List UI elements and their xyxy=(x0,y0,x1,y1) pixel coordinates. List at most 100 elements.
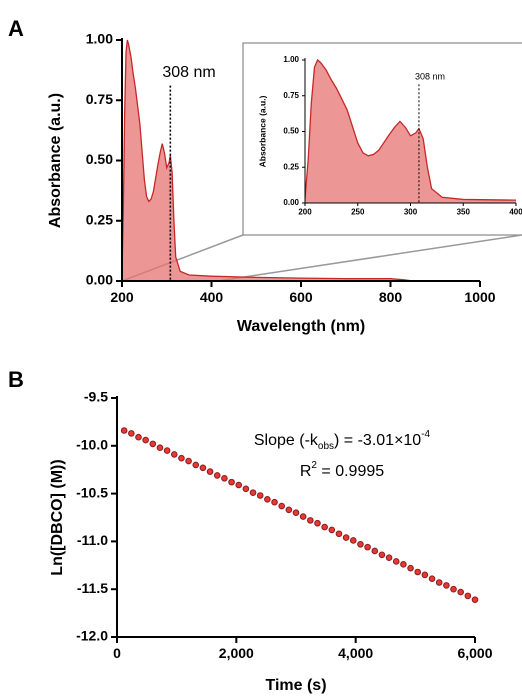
data-point xyxy=(349,537,357,544)
y-tick-label: -12.0 xyxy=(76,628,108,644)
y-tick-label: 0.00 xyxy=(86,272,113,288)
data-point xyxy=(128,430,135,437)
annotation-part: -4 xyxy=(421,429,430,440)
data-point xyxy=(185,457,192,465)
data-point xyxy=(457,588,464,596)
zoom-connector xyxy=(217,234,522,282)
y-tick-label: -9.5 xyxy=(84,389,108,405)
data-point xyxy=(192,461,200,469)
data-point xyxy=(242,485,250,493)
y-axis-title: Absorbance (a.u.) xyxy=(257,95,267,167)
y-tick-label: -11.0 xyxy=(77,532,108,548)
data-point xyxy=(335,530,343,538)
y-axis-title: Ln([DBCO] (M)) xyxy=(49,459,66,575)
data-point xyxy=(342,534,350,541)
y-tick-label: -10.5 xyxy=(76,484,108,500)
annotation: 308 nm xyxy=(162,64,215,81)
data-point xyxy=(285,506,293,514)
y-tick-label: 1.00 xyxy=(86,31,113,47)
data-point xyxy=(120,427,128,434)
y-tick-label: -10.0 xyxy=(76,437,108,453)
data-point xyxy=(135,433,142,441)
data-point xyxy=(206,468,214,475)
data-point xyxy=(435,579,443,586)
data-point xyxy=(392,558,400,565)
data-point xyxy=(464,592,472,600)
area-fill xyxy=(122,40,480,281)
data-point xyxy=(471,596,479,604)
y-tick-label: 0.50 xyxy=(86,151,113,167)
annotation-part: Slope (-k xyxy=(254,432,319,449)
data-point xyxy=(213,472,221,479)
annotation: R2 = 0.9995 xyxy=(300,460,384,481)
x-tick-label: 200 xyxy=(110,289,134,305)
annotation: 308 nm xyxy=(415,71,445,81)
data-point xyxy=(321,523,328,531)
data-point xyxy=(249,489,257,496)
x-tick-label: 300 xyxy=(404,208,418,217)
data-point xyxy=(400,561,407,568)
data-point xyxy=(163,447,171,454)
data-point xyxy=(385,554,393,561)
data-point xyxy=(264,496,271,503)
x-tick-label: 200 xyxy=(298,208,312,217)
data-point xyxy=(228,478,235,486)
data-point xyxy=(156,444,164,452)
area-line xyxy=(121,39,480,282)
data-point xyxy=(371,547,379,555)
panel-label: A xyxy=(8,16,24,41)
y-axis-title: Absorbance (a.u.) xyxy=(47,93,64,228)
data-point xyxy=(199,464,207,472)
data-point xyxy=(414,568,422,576)
data-point xyxy=(357,540,364,548)
area-fill xyxy=(305,60,516,203)
x-tick-label: 400 xyxy=(200,289,224,305)
data-point xyxy=(421,571,429,579)
x-tick-label: 0 xyxy=(113,645,121,661)
data-point xyxy=(170,451,178,458)
data-point xyxy=(256,492,264,499)
data-point xyxy=(443,582,450,589)
x-tick-label: 1000 xyxy=(464,289,495,305)
data-point xyxy=(299,513,307,520)
annotation-part: obs xyxy=(318,441,334,452)
annotation-part: ) = -3.01×10 xyxy=(334,432,421,449)
x-tick-label: 2,000 xyxy=(219,645,254,661)
x-tick-label: 350 xyxy=(457,208,471,217)
data-point xyxy=(142,436,149,444)
x-tick-label: 600 xyxy=(289,289,313,305)
data-point xyxy=(328,526,336,534)
y-tick-label: 0.75 xyxy=(283,91,299,100)
data-point xyxy=(450,585,457,593)
data-point xyxy=(221,475,228,482)
data-point xyxy=(235,481,243,489)
x-axis-title: Time (s) xyxy=(265,677,326,694)
annotation-part: 2 xyxy=(311,460,317,471)
data-point xyxy=(178,454,185,462)
data-point xyxy=(428,575,436,582)
x-tick-label: 250 xyxy=(351,208,365,217)
plot-clip xyxy=(305,58,516,203)
y-tick-label: 1.00 xyxy=(283,55,299,64)
annotation: Slope (-kobs) = -3.01×10-4 xyxy=(254,429,431,452)
y-tick-label: 0.50 xyxy=(283,127,299,136)
data-point xyxy=(314,519,321,527)
x-tick-label: 400 xyxy=(509,208,522,217)
data-point xyxy=(278,502,285,510)
y-tick-label: 0.25 xyxy=(283,162,299,171)
y-tick-label: 0.75 xyxy=(86,91,113,107)
x-tick-label: 800 xyxy=(379,289,403,305)
data-point xyxy=(149,440,157,448)
data-point xyxy=(378,551,386,559)
x-tick-label: 4,000 xyxy=(338,645,373,661)
data-point xyxy=(292,509,300,517)
panel-label: B xyxy=(8,367,24,392)
area-line xyxy=(305,58,516,201)
annotation-part: R xyxy=(300,463,312,480)
x-tick-label: 6,000 xyxy=(457,645,492,661)
y-tick-label: 0.00 xyxy=(283,198,299,207)
x-axis-title: Wavelength (nm) xyxy=(237,318,365,335)
data-point xyxy=(271,498,278,506)
annotation-part: = 0.9995 xyxy=(317,463,384,480)
